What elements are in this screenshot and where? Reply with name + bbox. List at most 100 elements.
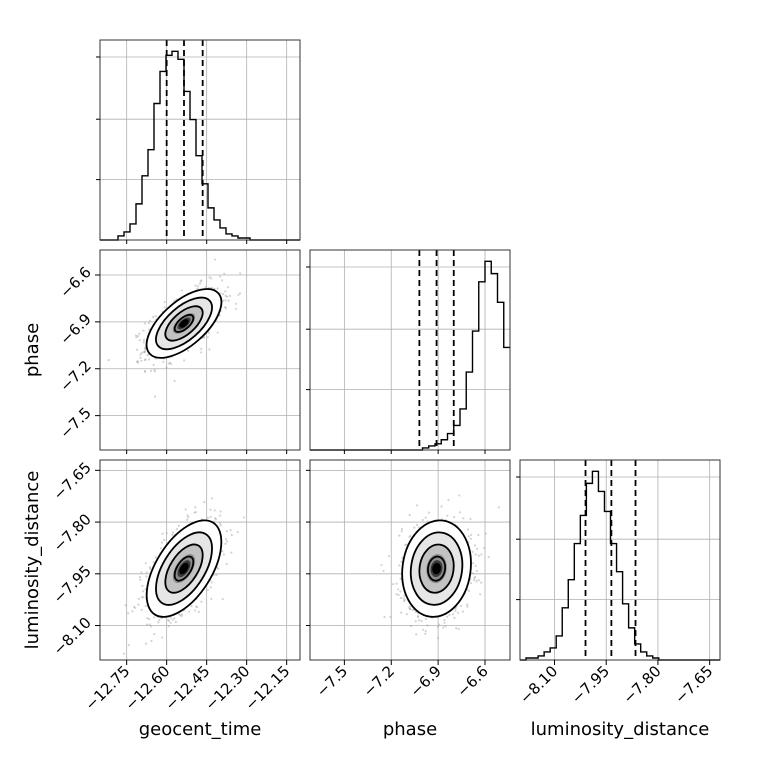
scatter-point [206,516,210,519]
panel-frame [99,459,301,661]
scatter-point [403,599,406,603]
scatter-point [472,562,475,565]
scatter-point [471,572,474,575]
scatter-point [382,569,385,573]
scatter-point [469,517,472,521]
scatter-point [171,531,175,534]
scatter-point [219,510,222,513]
scatter-point [483,546,486,549]
scatter-point [456,611,460,614]
contour-line [173,555,195,582]
scatter-point [144,369,147,373]
scatter-point [396,588,400,591]
scatter-point [139,578,142,581]
x-tick-label-phase: −7.5 [313,662,351,700]
y-tick-label-phase: −6.9 [56,310,94,348]
y-tick-label-phase: −7.2 [56,357,94,395]
scatter-point [479,593,482,596]
scatter-point [221,598,224,601]
scatter-point [443,621,446,624]
scatter-point [210,597,213,600]
scatter-point [149,567,152,570]
scatter-point [436,625,439,628]
scatter-point [144,562,147,565]
scatter-point [477,533,480,537]
scatter-point [473,579,476,582]
panel-frame [519,459,721,661]
scatter-point [127,643,130,647]
scatter-point [152,561,155,564]
x-tick-label-luminosity_distance: −8.10 [516,662,561,707]
scatter-point [442,626,445,629]
scatter-point [207,331,210,335]
scatter-point [167,362,170,365]
scatter-point [131,610,134,613]
scatter-point [186,518,189,521]
scatter-point [187,515,190,519]
scatter-point [395,582,398,585]
scatter-point [154,556,157,559]
scatter-point [135,336,138,339]
scatter-point [167,619,170,623]
scatter-point [171,533,174,537]
scatter-point [142,329,145,332]
contour-line [164,543,204,594]
y-tick-label-luminosity_distance: −7.80 [50,510,95,555]
scatter-point [389,615,392,618]
scatter-point [224,290,227,293]
scatter-point [213,509,216,512]
scatter-point [148,623,151,626]
scatter-point [487,555,490,559]
scatter-point [209,508,212,511]
scatter-point [219,524,222,527]
scatter-point [180,613,184,616]
scatter-point [167,618,170,621]
scatter-point [145,623,149,626]
scatter-point [446,514,449,517]
scatter-point [398,534,401,537]
scatter-point [448,613,451,617]
scatter-point [159,547,163,550]
scatter-point [395,593,398,596]
scatter-point [224,307,228,310]
scatter-point [126,612,130,615]
x-tick-label-luminosity_distance: −7.95 [568,662,613,707]
scatter-point [405,543,408,546]
scatter-point [426,624,429,627]
hist-panel-geocent_time [96,39,301,241]
scatter-point [136,334,140,338]
scatter-point [224,294,227,297]
scatter-point [199,280,202,283]
scatter-point [153,370,156,373]
scatter-point [122,652,126,655]
scatter-point [133,605,136,608]
scatter-point [173,617,176,620]
scatter-point [198,282,202,285]
contour-line [418,543,455,594]
scatter-point [218,522,222,525]
scatter-point [399,577,402,580]
scatter-point [138,339,141,342]
scatter-point [206,336,210,339]
scatter-point [200,600,203,603]
scatter-point [424,617,428,621]
scatter-point [167,625,170,628]
scatter-point [219,275,222,278]
scatter-point [161,636,164,639]
scatter-point [142,595,145,599]
scatter-point [400,527,404,531]
y-axis-label-luminosity_distance: luminosity_distance [22,471,43,650]
scatter-point [194,284,197,287]
contour-line [173,313,195,333]
hist-step-luminosity_distance [520,470,720,661]
scatter-point [145,571,148,574]
scatter-point [399,596,402,600]
scatter-point [143,370,147,373]
scatter-point [408,513,411,517]
scatter-point [475,580,478,583]
scatter-point [466,605,469,608]
scatter-point [195,606,198,609]
scatter-point [225,562,228,565]
scatter-point [497,506,500,509]
scatter-point [421,518,424,522]
